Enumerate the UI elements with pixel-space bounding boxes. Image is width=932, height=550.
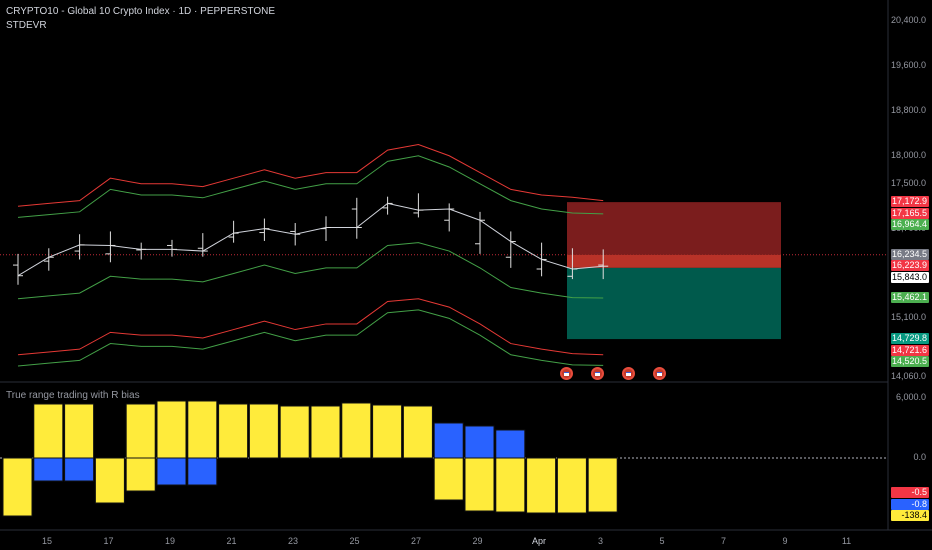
- histogram-bar: [248, 403, 279, 459]
- time-axis-tick: 25: [349, 536, 360, 546]
- histogram-bar: [372, 404, 403, 459]
- histogram-bar: [125, 457, 156, 492]
- histogram-bar: [495, 429, 526, 459]
- us-flag-event-icon[interactable]: [560, 367, 573, 380]
- price-label-badge[interactable]: 17,172.9: [891, 196, 929, 208]
- price-label-badge[interactable]: 14,721.6: [891, 344, 929, 356]
- indicator-name[interactable]: STDEVR: [6, 20, 47, 31]
- price-label-badge[interactable]: 16,964.4: [891, 219, 929, 231]
- indicator-axis-tick: 6,000.0: [895, 392, 926, 402]
- time-axis-tick: 11: [841, 536, 852, 546]
- time-axis-tick: 3: [597, 536, 604, 546]
- histogram-bar: [526, 457, 557, 514]
- price-label-badge[interactable]: 17,165.5: [891, 207, 929, 219]
- time-axis-tick: 15: [41, 536, 53, 546]
- time-axis-tick: 7: [720, 536, 727, 546]
- us-flag-event-icon[interactable]: [591, 367, 604, 380]
- indicator-value-badge[interactable]: -138.4: [891, 510, 929, 521]
- symbol-title[interactable]: CRYPTO10 - Global 10 Crypto Index · 1D ·…: [6, 6, 275, 17]
- histogram-bar: [433, 457, 464, 501]
- time-axis-tick: 27: [410, 536, 422, 546]
- histogram-bar: [2, 457, 33, 517]
- histogram-bar: [495, 457, 526, 513]
- histogram-bar: [402, 405, 433, 459]
- histogram-bar: [156, 400, 187, 459]
- price-mid-line: [17, 202, 604, 277]
- histogram-bar: [556, 457, 587, 514]
- price-axis-tick: 18,000.0: [890, 149, 926, 160]
- histogram-bar: [187, 400, 218, 459]
- std-band-line-5: [17, 309, 604, 367]
- histogram-bar: [279, 405, 310, 459]
- histogram-bar: [94, 457, 125, 504]
- time-axis-tick: 5: [659, 536, 665, 546]
- histogram-bar: [587, 457, 618, 513]
- histogram-bar: [64, 403, 95, 459]
- stop-loss-zone: [567, 202, 781, 255]
- price-label-badge[interactable]: 15,843.0: [891, 271, 929, 283]
- histogram-bar: [464, 457, 495, 512]
- std-band-line-3: [17, 242, 604, 300]
- histogram-bar: [187, 457, 218, 486]
- price-axis-tick: 19,600.0: [890, 60, 926, 71]
- histogram-bar: [125, 403, 156, 459]
- price-label-badge[interactable]: 14,729.8: [891, 333, 929, 345]
- indicator-panel-title[interactable]: True range trading with R bias: [6, 390, 140, 401]
- histogram-bar: [218, 403, 249, 459]
- indicator-value-badge[interactable]: -0.8: [891, 498, 929, 510]
- take-profit-zone: [567, 267, 781, 340]
- us-flag-event-icon[interactable]: [653, 367, 666, 380]
- histogram-bar: [433, 422, 464, 459]
- price-axis-tick: 20,400.0: [890, 15, 926, 26]
- time-axis-tick: Apr: [531, 536, 547, 546]
- time-axis-tick: 17: [103, 536, 114, 546]
- indicator-value-badge[interactable]: -0.5: [891, 487, 929, 498]
- histogram-bar: [156, 457, 187, 486]
- price-label-badge[interactable]: 15,462.1: [891, 292, 929, 304]
- std-band-line-2: [17, 155, 604, 218]
- price-label-badge[interactable]: 16,223.9: [891, 260, 929, 272]
- std-band-line-4: [17, 298, 604, 356]
- histogram-bar: [310, 405, 341, 459]
- histogram-bar: [33, 403, 64, 459]
- stop-loss-zone-inner: [567, 254, 781, 268]
- histogram-bar: [464, 425, 495, 459]
- price-label-badge[interactable]: 16,234.5: [891, 248, 929, 260]
- histogram-bar: [33, 457, 64, 482]
- price-axis-tick: 18,800.0: [890, 104, 926, 115]
- time-axis-tick: 9: [782, 536, 788, 546]
- price-axis-tick: 14,060.0: [890, 370, 926, 381]
- time-axis-tick: 21: [226, 536, 237, 546]
- price-axis-tick: 17,500.0: [890, 177, 926, 188]
- histogram-bar: [341, 402, 372, 459]
- histogram-bar: [64, 457, 95, 482]
- std-band-line-1: [17, 144, 604, 207]
- time-axis-tick: 23: [287, 536, 299, 546]
- time-axis-tick: 29: [472, 536, 483, 546]
- time-axis-tick: 19: [164, 536, 176, 546]
- indicator-axis-tick: 0.0: [913, 452, 926, 462]
- price-label-badge[interactable]: 14,520.5: [891, 356, 929, 368]
- price-axis-tick: 15,100.0: [890, 312, 926, 323]
- us-flag-event-icon[interactable]: [622, 367, 635, 380]
